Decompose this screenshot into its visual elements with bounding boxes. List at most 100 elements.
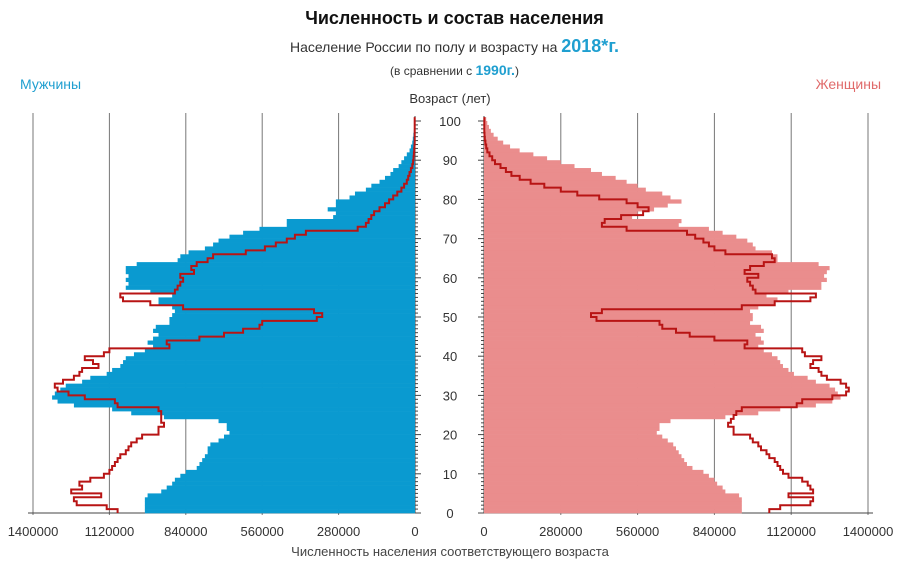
bar-women <box>484 144 511 149</box>
bar-women <box>484 305 759 310</box>
bar-women <box>484 140 504 145</box>
bar-women <box>484 281 822 286</box>
bar-men <box>286 219 415 224</box>
bar-men <box>412 140 415 145</box>
bar-women <box>484 462 687 467</box>
bar-women <box>484 505 742 510</box>
bar-men <box>204 246 415 251</box>
bar-women <box>484 387 836 392</box>
bar-women <box>484 407 781 412</box>
bar-women <box>484 352 772 357</box>
bar-men <box>128 281 415 286</box>
bar-women <box>484 403 816 408</box>
chart-subtitle-compare: (в сравнении с 1990г.) <box>0 62 909 78</box>
value-tick-label: 1400000 <box>843 524 894 539</box>
bar-women <box>484 152 534 157</box>
value-tick-label: 560000 <box>241 524 284 539</box>
bar-women <box>484 309 751 314</box>
bar-women <box>484 273 825 279</box>
bar-women <box>484 148 520 153</box>
bar-men <box>172 293 415 298</box>
bar-men <box>207 446 415 451</box>
bar-men <box>125 285 416 290</box>
bar-men <box>158 297 415 302</box>
bar-women <box>484 454 682 459</box>
bar-men <box>155 324 416 330</box>
bar-women <box>484 313 753 318</box>
bar-men <box>153 336 416 341</box>
value-tick-label: 280000 <box>317 524 360 539</box>
bar-men <box>229 234 415 239</box>
bar-men <box>120 364 416 369</box>
bar-women <box>484 160 561 165</box>
bar-women <box>484 183 638 188</box>
bar-men <box>218 438 415 443</box>
bar-men <box>174 477 415 482</box>
bar-men <box>161 489 415 494</box>
bar-women <box>484 469 704 475</box>
bar-women <box>484 222 679 228</box>
bar-men <box>393 168 415 173</box>
bar-women <box>484 391 838 396</box>
bar-men <box>123 360 416 365</box>
bar-women <box>484 375 808 381</box>
bar-men <box>54 391 415 396</box>
bar-men <box>354 191 415 196</box>
bar-men <box>125 277 416 283</box>
age-axis-label: Возраст (лет) <box>409 91 490 106</box>
bar-men <box>224 434 415 439</box>
bar-women <box>484 364 783 369</box>
bar-women <box>484 266 830 271</box>
bar-men <box>106 371 416 377</box>
bar-men <box>153 344 416 349</box>
bar-men <box>335 203 415 208</box>
bar-women <box>484 171 602 177</box>
bar-men <box>172 305 415 310</box>
bar-men <box>335 199 415 204</box>
bar-women <box>484 121 488 126</box>
bar-women <box>484 297 778 302</box>
bar-women <box>484 473 709 479</box>
bar-men <box>133 352 415 357</box>
bar-women <box>484 250 772 255</box>
bar-women <box>484 301 775 306</box>
bar-women <box>484 191 663 196</box>
bar-women <box>484 238 748 243</box>
bar-women <box>484 442 674 447</box>
bar-women <box>484 481 718 486</box>
bar-men <box>401 160 415 165</box>
bar-women <box>484 411 759 416</box>
bar-men <box>409 148 415 153</box>
age-tick-label: 70 <box>443 232 457 247</box>
bar-women <box>484 254 778 259</box>
x-axis-title: Численность населения соответствующего в… <box>291 544 609 559</box>
bar-men <box>404 156 415 161</box>
subtitle-text: Население России по полу и возрасту на <box>289 39 558 55</box>
bar-men <box>202 458 415 463</box>
bar-men <box>112 367 415 373</box>
bar-men <box>333 215 415 220</box>
bar-men <box>169 320 415 326</box>
bar-women <box>484 226 709 232</box>
bar-men <box>90 375 416 381</box>
bar-men <box>180 473 415 479</box>
bar-men <box>286 222 415 228</box>
women-label: Женщины <box>815 76 881 92</box>
bar-men <box>57 399 416 404</box>
bar-men <box>112 407 415 412</box>
bar-women <box>484 262 819 267</box>
bar-men <box>371 183 415 188</box>
bar-women <box>484 426 660 431</box>
bar-men <box>136 262 415 267</box>
value-tick-label: 560000 <box>616 524 659 539</box>
value-tick-label: 280000 <box>539 524 582 539</box>
bar-men <box>147 340 415 345</box>
bar-men <box>144 501 415 506</box>
bar-women <box>484 477 715 482</box>
bar-women <box>484 434 663 439</box>
bar-women <box>484 246 756 251</box>
bar-men <box>172 313 415 318</box>
bar-women <box>484 320 751 326</box>
bar-men <box>125 356 416 361</box>
